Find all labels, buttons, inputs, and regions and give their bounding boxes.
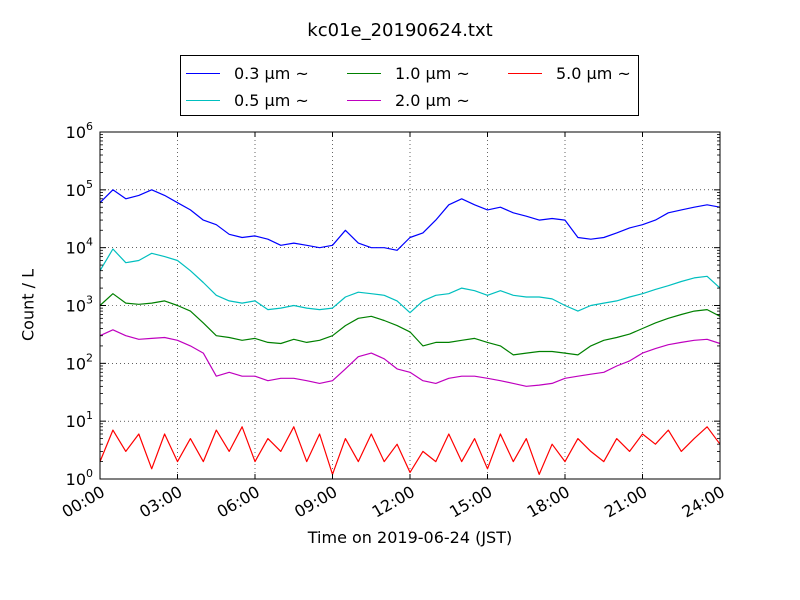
legend-label-0.5um: 0.5 μm ~ bbox=[234, 90, 309, 110]
y-tick-exponent: 5 bbox=[86, 178, 93, 191]
y-tick-exponent: 4 bbox=[86, 236, 93, 249]
chart-title: kc01e_20190624.txt bbox=[307, 20, 493, 41]
legend-item-0.5um: 0.5 μm ~ bbox=[186, 90, 309, 110]
legend-swatch-1.0um bbox=[347, 72, 381, 74]
series-layer bbox=[99, 189, 721, 475]
legend: 0.3 μm ~ 1.0 μm ~ 5.0 μm ~ 0.5 μm ~ 2.0 … bbox=[180, 55, 639, 116]
y-tick-exponent: 2 bbox=[86, 351, 93, 364]
y-axis-label: Count / L bbox=[18, 269, 38, 341]
legend-label-0.3um: 0.3 μm ~ bbox=[234, 63, 309, 83]
legend-label-1.0um: 1.0 μm ~ bbox=[395, 63, 470, 83]
tick-marks bbox=[99, 131, 721, 480]
legend-item-0.3um: 0.3 μm ~ bbox=[186, 63, 309, 83]
series-line-3 bbox=[99, 329, 721, 387]
legend-swatch-2.0um bbox=[347, 99, 381, 101]
grid-lines bbox=[100, 132, 720, 479]
series-line-1 bbox=[99, 248, 721, 314]
series-line-4 bbox=[99, 426, 721, 475]
legend-swatch-0.5um bbox=[186, 99, 220, 101]
legend-label-2.0um: 2.0 μm ~ bbox=[395, 90, 470, 110]
series-line-0 bbox=[99, 189, 721, 251]
y-tick-exponent: 1 bbox=[86, 409, 93, 422]
legend-item-5.0um: 5.0 μm ~ bbox=[508, 63, 631, 83]
y-tick-exponent: 0 bbox=[86, 467, 93, 480]
legend-item-1.0um: 1.0 μm ~ bbox=[347, 63, 470, 83]
y-tick-exponent: 6 bbox=[86, 120, 93, 133]
legend-swatch-5.0um bbox=[508, 72, 542, 74]
legend-swatch-0.3um bbox=[186, 72, 220, 74]
legend-label-5.0um: 5.0 μm ~ bbox=[556, 63, 631, 83]
y-tick-exponent: 3 bbox=[86, 294, 93, 307]
x-axis-label: Time on 2019-06-24 (JST) bbox=[307, 528, 513, 547]
legend-item-2.0um: 2.0 μm ~ bbox=[347, 90, 470, 110]
series-line-2 bbox=[99, 293, 721, 356]
